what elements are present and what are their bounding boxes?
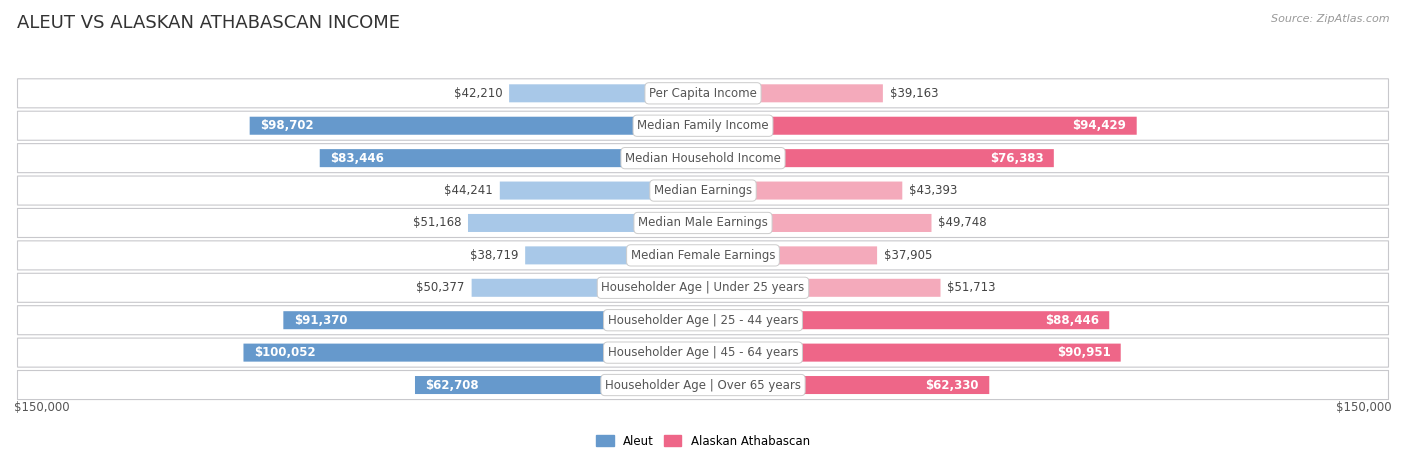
Text: $62,330: $62,330 [925, 379, 979, 391]
Text: $51,168: $51,168 [412, 217, 461, 229]
FancyBboxPatch shape [17, 273, 1389, 302]
FancyBboxPatch shape [703, 344, 1121, 361]
FancyBboxPatch shape [17, 176, 1389, 205]
Text: $62,708: $62,708 [426, 379, 479, 391]
Text: $90,951: $90,951 [1057, 346, 1111, 359]
Legend: Aleut, Alaskan Athabascan: Aleut, Alaskan Athabascan [592, 431, 814, 451]
FancyBboxPatch shape [703, 214, 932, 232]
FancyBboxPatch shape [319, 149, 703, 167]
Text: Median Earnings: Median Earnings [654, 184, 752, 197]
FancyBboxPatch shape [284, 311, 703, 329]
FancyBboxPatch shape [250, 117, 703, 135]
FancyBboxPatch shape [17, 241, 1389, 270]
Text: $49,748: $49,748 [938, 217, 987, 229]
Text: $38,719: $38,719 [470, 249, 519, 262]
FancyBboxPatch shape [526, 247, 703, 264]
FancyBboxPatch shape [415, 376, 703, 394]
Text: Householder Age | Over 65 years: Householder Age | Over 65 years [605, 379, 801, 391]
FancyBboxPatch shape [17, 338, 1389, 367]
FancyBboxPatch shape [703, 376, 990, 394]
FancyBboxPatch shape [17, 144, 1389, 173]
Text: $44,241: $44,241 [444, 184, 494, 197]
Text: $88,446: $88,446 [1045, 314, 1099, 327]
Text: Per Capita Income: Per Capita Income [650, 87, 756, 100]
Text: $150,000: $150,000 [1336, 401, 1392, 414]
FancyBboxPatch shape [703, 247, 877, 264]
Text: $98,702: $98,702 [260, 119, 314, 132]
FancyBboxPatch shape [703, 279, 941, 297]
Text: ALEUT VS ALASKAN ATHABASCAN INCOME: ALEUT VS ALASKAN ATHABASCAN INCOME [17, 14, 399, 32]
FancyBboxPatch shape [509, 85, 703, 102]
Text: Median Female Earnings: Median Female Earnings [631, 249, 775, 262]
Text: Householder Age | Under 25 years: Householder Age | Under 25 years [602, 281, 804, 294]
Text: Householder Age | 25 - 44 years: Householder Age | 25 - 44 years [607, 314, 799, 327]
Text: $94,429: $94,429 [1073, 119, 1126, 132]
FancyBboxPatch shape [471, 279, 703, 297]
FancyBboxPatch shape [17, 370, 1389, 400]
FancyBboxPatch shape [703, 85, 883, 102]
FancyBboxPatch shape [703, 182, 903, 199]
FancyBboxPatch shape [17, 208, 1389, 238]
FancyBboxPatch shape [243, 344, 703, 361]
FancyBboxPatch shape [499, 182, 703, 199]
Text: $50,377: $50,377 [416, 281, 465, 294]
Text: $37,905: $37,905 [884, 249, 932, 262]
FancyBboxPatch shape [703, 311, 1109, 329]
FancyBboxPatch shape [703, 117, 1136, 135]
Text: $83,446: $83,446 [330, 152, 384, 165]
FancyBboxPatch shape [17, 306, 1389, 335]
Text: $42,210: $42,210 [454, 87, 502, 100]
Text: Householder Age | 45 - 64 years: Householder Age | 45 - 64 years [607, 346, 799, 359]
FancyBboxPatch shape [17, 79, 1389, 108]
Text: $150,000: $150,000 [14, 401, 70, 414]
Text: Median Household Income: Median Household Income [626, 152, 780, 165]
Text: $76,383: $76,383 [990, 152, 1043, 165]
Text: Median Male Earnings: Median Male Earnings [638, 217, 768, 229]
Text: $51,713: $51,713 [948, 281, 995, 294]
Text: $39,163: $39,163 [890, 87, 938, 100]
Text: $100,052: $100,052 [254, 346, 315, 359]
Text: Median Family Income: Median Family Income [637, 119, 769, 132]
FancyBboxPatch shape [468, 214, 703, 232]
FancyBboxPatch shape [703, 149, 1054, 167]
Text: $91,370: $91,370 [294, 314, 347, 327]
Text: $43,393: $43,393 [910, 184, 957, 197]
FancyBboxPatch shape [17, 111, 1389, 140]
Text: Source: ZipAtlas.com: Source: ZipAtlas.com [1271, 14, 1389, 24]
